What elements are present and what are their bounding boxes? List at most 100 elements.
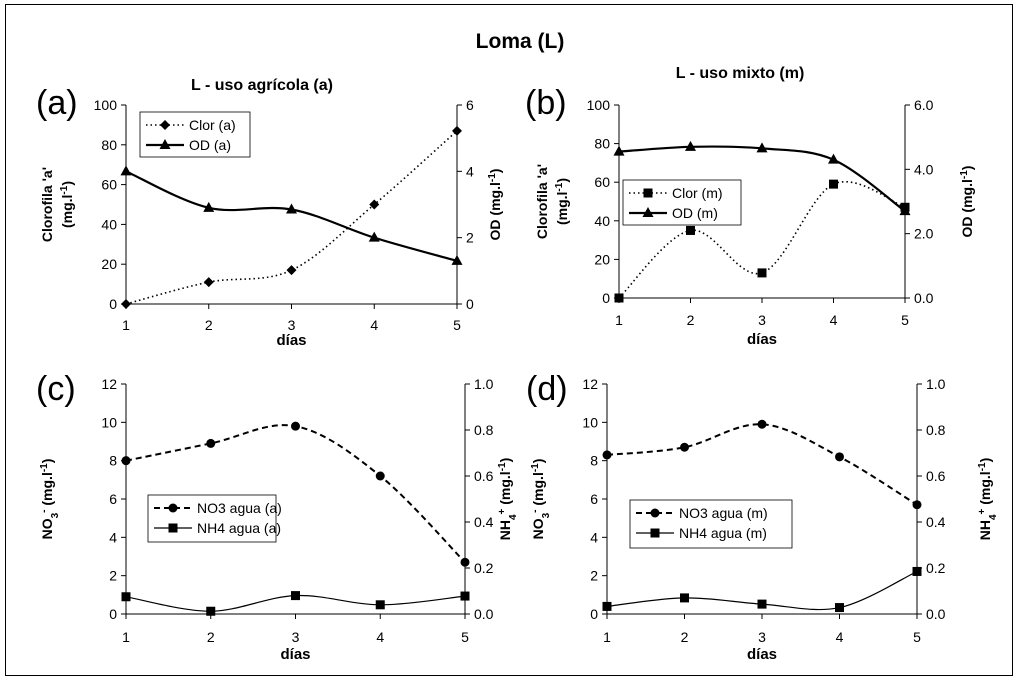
right-tick-label: 1.0 bbox=[926, 376, 946, 392]
left-tick-label: 2 bbox=[590, 568, 598, 584]
left-tick-label: 20 bbox=[101, 256, 117, 272]
left-tick-label: 60 bbox=[594, 174, 610, 190]
data-point-0 bbox=[757, 268, 767, 278]
series-line-0 bbox=[618, 181, 906, 299]
legend-label: NH4 agua (m) bbox=[679, 525, 767, 541]
x-tick-label: 3 bbox=[758, 312, 766, 328]
panel-letter: (b) bbox=[525, 84, 567, 122]
left-axis-label-text-part: NO bbox=[530, 518, 546, 539]
x-axis-label: días bbox=[747, 646, 777, 663]
x-tick-label: 5 bbox=[901, 312, 909, 328]
right-tick-label: 0.8 bbox=[926, 422, 946, 438]
right-tick-label: 2.0 bbox=[914, 226, 934, 242]
panel-title: L - uso agrícola (a) bbox=[191, 77, 333, 94]
x-tick-label: 1 bbox=[122, 629, 130, 645]
right-tick-label: 0.2 bbox=[474, 560, 494, 576]
right-axis-label-text: NH4+ (mg.l-1) bbox=[977, 458, 999, 541]
data-point-0 bbox=[206, 438, 216, 448]
left-axis-label-part: -1 bbox=[59, 185, 70, 194]
data-point-1 bbox=[912, 566, 922, 576]
data-point-1 bbox=[613, 145, 625, 156]
right-tick-label: 0.4 bbox=[474, 514, 494, 530]
right-axis-label: NH4+ (mg.l-1) bbox=[497, 458, 519, 541]
legend-swatch-marker bbox=[642, 207, 654, 217]
legend-box bbox=[139, 111, 251, 158]
figure-frame bbox=[5, 4, 1013, 676]
data-point-1 bbox=[286, 203, 297, 214]
right-tick-label: 4.0 bbox=[914, 161, 934, 177]
legend-swatch-marker bbox=[160, 120, 170, 130]
right-tick-label: 0.8 bbox=[474, 422, 494, 438]
data-point-0 bbox=[369, 199, 380, 210]
data-point-1 bbox=[680, 593, 689, 603]
data-point-1 bbox=[602, 601, 612, 611]
left-tick-label: 40 bbox=[594, 213, 610, 229]
data-point-1 bbox=[685, 140, 696, 151]
left-axis-label-part: ) bbox=[59, 181, 75, 186]
right-axis-label: OD (mg.l-1) bbox=[959, 166, 976, 238]
series-line-0 bbox=[125, 130, 458, 305]
data-point-1 bbox=[828, 153, 839, 164]
panel-a: 0 20 40 60 80 100 0 2 4 6 1 2 3 4 5 días L - uso agrícol… bbox=[36, 77, 503, 349]
left-tick-label: 0 bbox=[109, 606, 117, 622]
data-point-1 bbox=[460, 591, 470, 601]
left-tick-label: 100 bbox=[587, 97, 611, 113]
panel-b: 0 20 40 60 80 100 0.0 2.0 4.0 6.0 1 2 3 4 5 días L - uso… bbox=[525, 65, 975, 348]
left-axis-label-line2: (mg.l-1) bbox=[59, 181, 76, 228]
right-axis-label-text-part: -1 bbox=[959, 170, 970, 179]
x-tick-label: 3 bbox=[288, 317, 296, 333]
left-tick-label: 0 bbox=[109, 296, 117, 312]
x-tick-label: 2 bbox=[205, 317, 213, 333]
right-axis-label-text-part: -1 bbox=[977, 462, 988, 471]
right-axis-label-text-part: ) bbox=[959, 166, 975, 171]
right-tick-label: 0.4 bbox=[926, 514, 946, 530]
legend-swatch-marker bbox=[168, 503, 178, 513]
data-point-0 bbox=[286, 265, 297, 276]
x-tick-label: 4 bbox=[836, 629, 844, 645]
data-point-0 bbox=[912, 500, 922, 510]
legend-swatch-marker bbox=[159, 139, 171, 149]
right-tick-label: 0.2 bbox=[926, 560, 946, 576]
x-tick-label: 3 bbox=[292, 629, 300, 645]
x-axis-label: días bbox=[280, 646, 310, 663]
left-tick-label: 40 bbox=[101, 216, 117, 232]
left-tick-label: 100 bbox=[94, 97, 118, 113]
left-axis-label-text: NO3- (mg.l-1) bbox=[39, 459, 61, 540]
legend-label: NH4 agua (a) bbox=[197, 520, 281, 536]
left-axis-label-text-part: - bbox=[39, 510, 50, 513]
left-tick-label: 6 bbox=[109, 491, 117, 507]
legend-label: Clor (m) bbox=[672, 185, 723, 201]
left-tick-label: 0 bbox=[590, 606, 598, 622]
data-point-0 bbox=[452, 125, 462, 136]
data-point-0 bbox=[203, 277, 214, 288]
right-axis-label-text-part: (mg.l bbox=[497, 471, 513, 508]
x-tick-label: 2 bbox=[681, 629, 689, 645]
data-point-1 bbox=[368, 231, 380, 242]
right-axis-label-text-part: (mg.l bbox=[977, 471, 993, 508]
right-tick-label: 0.6 bbox=[926, 468, 946, 484]
right-tick-label: 4 bbox=[466, 163, 474, 179]
right-axis-label-text-part: NH bbox=[497, 520, 513, 540]
data-point-1 bbox=[121, 592, 131, 602]
legend-swatch-marker bbox=[168, 523, 178, 533]
right-tick-label: 6.0 bbox=[914, 97, 934, 113]
left-axis-label: Clorofila 'a' (mg.l-1) bbox=[39, 167, 75, 242]
series-line-0 bbox=[606, 423, 918, 506]
data-point-0 bbox=[602, 450, 612, 460]
left-axis-label-text-part: NO bbox=[39, 518, 55, 539]
right-axis-label-text-part: OD (mg.l bbox=[487, 182, 503, 240]
left-axis-label-part: (mg.l bbox=[59, 195, 75, 228]
left-axis-label-text-part: (mg.l bbox=[39, 472, 55, 509]
left-axis-label: NO3- (mg.l-1) bbox=[530, 459, 552, 540]
x-tick-label: 4 bbox=[830, 312, 838, 328]
right-axis-label-text-part: 4 bbox=[988, 514, 999, 520]
legend-label: OD (m) bbox=[672, 205, 718, 221]
data-point-1 bbox=[899, 205, 911, 216]
left-axis-label-part: ) bbox=[554, 178, 570, 183]
right-axis-label-text-part: ) bbox=[487, 169, 503, 174]
left-axis-label-text-part: 3 bbox=[50, 512, 61, 518]
right-axis-label-text-part: + bbox=[497, 508, 508, 514]
legend-label: NO3 agua (a) bbox=[197, 500, 282, 516]
right-tick-label: 0.0 bbox=[914, 290, 934, 306]
left-tick-label: 12 bbox=[101, 376, 117, 392]
